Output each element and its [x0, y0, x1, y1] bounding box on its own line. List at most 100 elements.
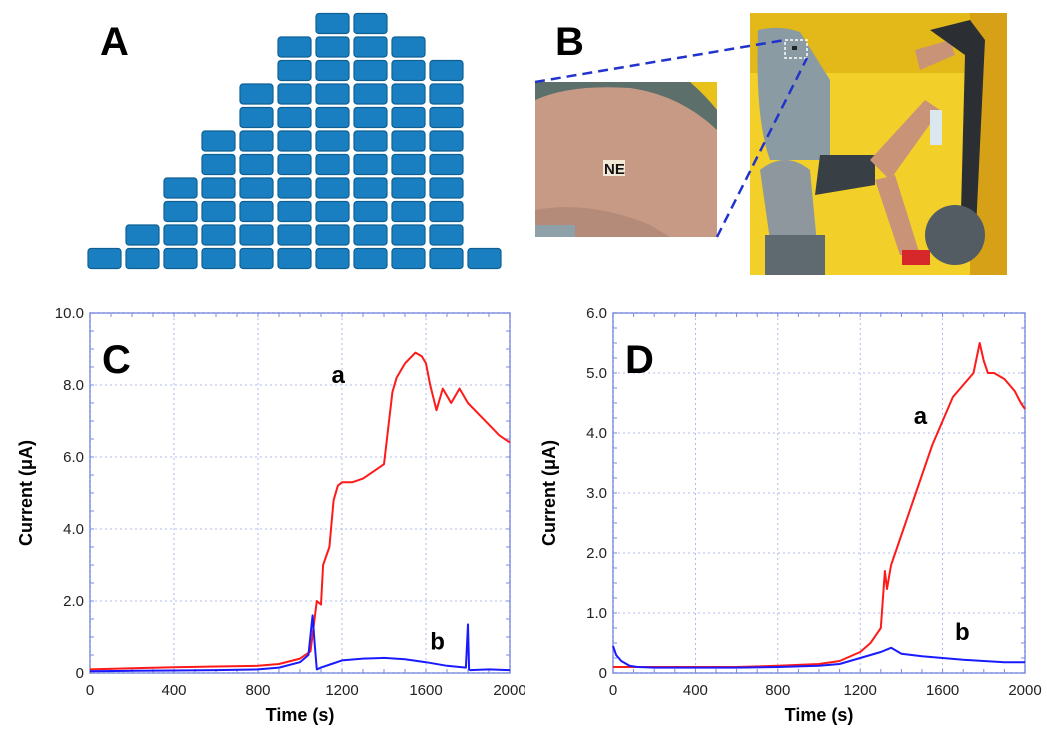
block [429, 59, 464, 82]
block [353, 106, 388, 129]
series-line-a [89, 351, 511, 671]
block [429, 83, 464, 105]
block [163, 247, 198, 270]
y-tick-label: 6.0 [586, 305, 607, 322]
block [429, 130, 464, 152]
block [315, 153, 350, 176]
block-diagram [87, 12, 502, 270]
block [353, 36, 388, 58]
block [239, 106, 274, 129]
photo-illustration: NE [534, 13, 1007, 275]
series-line-b [612, 645, 1025, 669]
block [429, 200, 464, 223]
bike-photo [750, 13, 1007, 275]
block [201, 200, 236, 223]
y-tick-label: 3.0 [586, 485, 607, 502]
block [163, 200, 198, 223]
block [429, 224, 464, 246]
block [163, 177, 198, 199]
x-tick-label: 1600 [409, 682, 442, 699]
callout-line-top [534, 38, 786, 84]
plot-frame [89, 312, 511, 674]
block [429, 247, 464, 270]
chart-c: 0 400 800 1200 1600 2000 0 2.0 4.0 6.0 8.0 10.0 a b Ti… [16, 305, 525, 725]
block [391, 36, 426, 58]
panel-letter-a: A [100, 20, 129, 64]
x-tick-label: 400 [683, 682, 708, 699]
block [353, 224, 388, 246]
x-tick-label: 2000 [1008, 682, 1041, 699]
x-tick-label: 1200 [844, 682, 877, 699]
block [239, 224, 274, 246]
block [315, 36, 350, 58]
panel-letter-d: D [625, 338, 654, 382]
x-tick-label: 2000 [493, 682, 525, 699]
block [353, 12, 388, 35]
block [353, 130, 388, 152]
block [391, 247, 426, 270]
chart-d: 0 400 800 1200 1600 2000 0 1.0 2.0 3.0 4.0 5.0 6.0 a b… [539, 305, 1042, 725]
panel-letter-c: C [102, 338, 131, 382]
block [315, 12, 350, 35]
block [201, 153, 236, 176]
series-label-a: a [914, 403, 928, 430]
block [429, 106, 464, 129]
panel-letter-b: B [555, 20, 584, 64]
block [391, 130, 426, 152]
x-tick-label: 0 [86, 682, 94, 699]
x-tick-label: 800 [245, 682, 270, 699]
block [391, 83, 426, 105]
block [277, 106, 312, 129]
block [239, 153, 274, 176]
block [391, 106, 426, 129]
block [239, 83, 274, 105]
series-line-a [613, 342, 1026, 668]
y-tick-label: 2.0 [63, 593, 84, 610]
block [239, 247, 274, 270]
x-tick-label: 1600 [926, 682, 959, 699]
y-axis-label: Current (μA) [539, 440, 559, 546]
y-tick-label: 1.0 [586, 605, 607, 622]
y-tick-label: 0 [76, 665, 84, 682]
block [353, 247, 388, 270]
block [467, 247, 502, 270]
block [277, 59, 312, 82]
panel-b: NE [530, 10, 1010, 280]
block [239, 200, 274, 223]
block [391, 224, 426, 246]
y-tick-label: 2.0 [586, 545, 607, 562]
block [239, 177, 274, 199]
block [353, 200, 388, 223]
block [201, 130, 236, 152]
series-label-b: b [430, 629, 445, 656]
sensor-patch [603, 160, 625, 176]
block [125, 247, 160, 270]
inset-photo-arm: NE [535, 82, 717, 237]
x-axis-label: Time (s) [785, 705, 854, 725]
block [391, 177, 426, 199]
block [429, 177, 464, 199]
block [277, 200, 312, 223]
block [315, 200, 350, 223]
block [87, 247, 122, 270]
block [391, 153, 426, 176]
y-tick-label: 4.0 [586, 425, 607, 442]
block [315, 224, 350, 246]
y-tick-label: 5.0 [586, 365, 607, 382]
series-label-b: b [955, 619, 970, 646]
y-tick-label: 8.0 [63, 377, 84, 394]
block [163, 224, 198, 246]
block [277, 83, 312, 105]
block [429, 153, 464, 176]
series-label-a: a [332, 362, 346, 389]
block [353, 153, 388, 176]
block [315, 106, 350, 129]
y-tick-label: 10.0 [55, 305, 84, 322]
x-tick-label: 800 [765, 682, 790, 699]
block [277, 153, 312, 176]
panel-a [80, 10, 510, 280]
patch-label: NE [604, 161, 625, 178]
block [277, 130, 312, 152]
block [391, 200, 426, 223]
block [391, 59, 426, 82]
